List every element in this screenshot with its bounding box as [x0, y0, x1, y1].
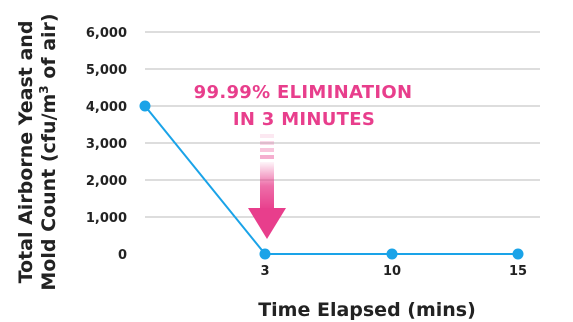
- y-tick-label: 4,000: [86, 100, 127, 115]
- y-tick-label: 1,000: [86, 211, 127, 226]
- y-tick-label: 3,000: [86, 137, 127, 152]
- y-tick-label: 6,000: [86, 26, 127, 41]
- callout-line1: 99.99% ELIMINATION: [194, 82, 413, 103]
- y-axis-title-2: Mold Count (cfu/m3 of air): [37, 13, 60, 290]
- data-point: [139, 100, 151, 112]
- data-point: [259, 248, 271, 260]
- callout: 99.99% ELIMINATION IN 3 MINUTES: [194, 82, 413, 239]
- y-axis-title-line1: Total Airborne Yeast and: [15, 21, 37, 284]
- data-point: [512, 248, 524, 260]
- y-axis-ticks: 0 1,000 2,000 3,000 4,000 5,000 6,000: [86, 26, 127, 263]
- callout-line2: IN 3 MINUTES: [233, 109, 375, 130]
- y-axis-title: Total Airborne Yeast and: [15, 21, 37, 284]
- y-tick-label: 2,000: [86, 174, 127, 189]
- grid-lines: [145, 31, 540, 218]
- y-axis-title-suffix: of air): [38, 13, 60, 85]
- y-tick-label: 0: [118, 248, 127, 263]
- x-axis-ticks: 3 10 15: [260, 264, 527, 279]
- series-line-path: [144, 105, 518, 255]
- y-axis-title-line2: Mold Count (cfu/m: [38, 94, 60, 291]
- x-tick-label: 10: [383, 264, 401, 279]
- data-point: [386, 248, 398, 260]
- down-arrow-icon: [248, 134, 286, 239]
- y-axis-title-superscript: 3: [37, 85, 51, 93]
- x-tick-label: 3: [260, 264, 269, 279]
- x-tick-label: 15: [509, 264, 527, 279]
- y-tick-label: 5,000: [86, 63, 127, 78]
- x-axis-title: Time Elapsed (mins): [258, 299, 476, 321]
- series-line: [139, 100, 524, 260]
